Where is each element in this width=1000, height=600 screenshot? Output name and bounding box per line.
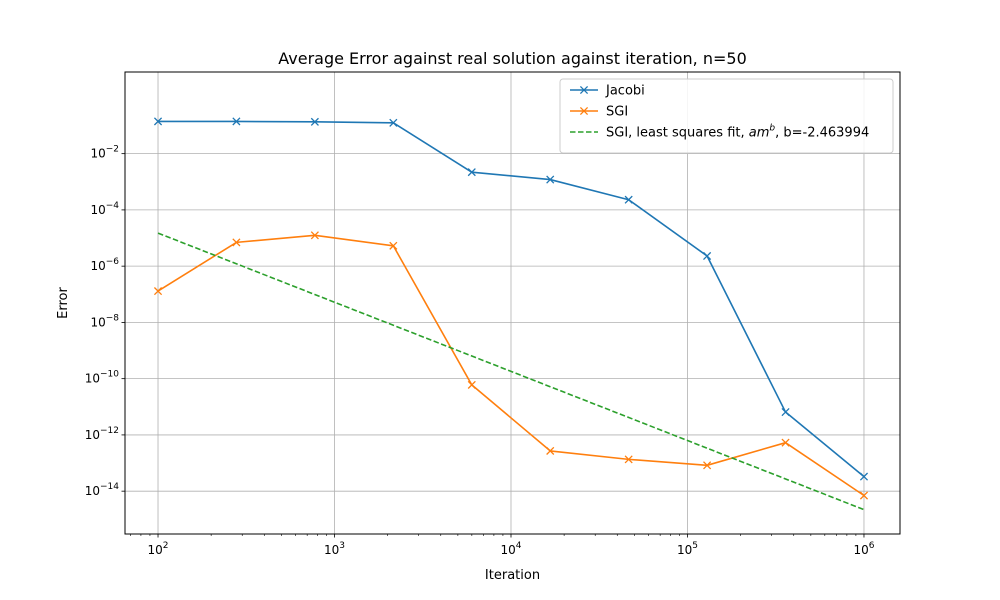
y-tick-label: 10−4	[90, 201, 119, 217]
data-point-marker	[781, 438, 790, 447]
data-point-marker	[153, 117, 163, 126]
data-point-marker	[624, 455, 633, 464]
series-line-2	[157, 232, 865, 511]
x-tick-label-exponent: 3	[339, 541, 345, 551]
x-tick-label: 102	[148, 541, 169, 557]
y-tick-label-base: 10	[90, 203, 105, 217]
data-point-marker	[781, 407, 790, 417]
data-point-marker	[859, 472, 869, 481]
data-point-marker	[232, 117, 241, 126]
x-tick-label: 106	[853, 541, 874, 557]
data-point-marker	[153, 287, 163, 296]
y-tick-label-base: 10	[85, 428, 100, 442]
x-tick-label: 103	[324, 541, 345, 557]
y-tick-label-exponent: −10	[100, 370, 119, 380]
legend-entries: Jacobi SGI SGI, least squares fit, amb, b=…	[570, 84, 869, 141]
legend-label-am: am	[749, 126, 770, 141]
x-tick-label: 105	[677, 541, 698, 557]
data-point-marker	[467, 168, 476, 177]
legend-label: SGI, least squares fit, amb, b=-2.463994	[606, 124, 869, 141]
series-line-0	[158, 120, 865, 478]
tick-layer: 102 103 104 105 10610−1410−1210−1010−810−610…	[85, 145, 875, 557]
data-point-marker	[703, 461, 712, 470]
x-tick-label: 104	[500, 541, 521, 557]
series-line-1	[157, 234, 865, 497]
y-tick-label-base: 10	[90, 259, 105, 273]
data-point-marker	[389, 118, 398, 127]
y-tick-label-base: 10	[85, 484, 100, 498]
y-tick-label: 10−10	[85, 370, 120, 386]
x-tick-label-base: 10	[853, 543, 868, 557]
data-point-marker	[859, 491, 869, 500]
y-tick-label-exponent: −14	[100, 482, 119, 492]
grid-layer	[125, 72, 900, 534]
y-tick-label-exponent: −8	[106, 313, 120, 323]
data-point-marker	[232, 238, 241, 247]
y-tick-label: 10−6	[90, 257, 119, 273]
data-point-marker	[546, 446, 555, 455]
data-point-marker	[389, 241, 398, 250]
x-tick-label-base: 10	[677, 543, 692, 557]
series-layer	[153, 117, 869, 511]
legend-label-suffix: , b=-2.463994	[775, 126, 869, 141]
y-tick-label-base: 10	[90, 147, 105, 161]
y-tick-label-exponent: −4	[106, 201, 120, 211]
data-point-marker	[703, 251, 712, 261]
y-tick-label-base: 10	[85, 372, 100, 386]
y-tick-label-exponent: −2	[106, 145, 119, 155]
x-tick-label-exponent: 2	[163, 541, 169, 551]
data-point-marker	[310, 231, 319, 240]
x-axis-label: Iteration	[485, 568, 540, 583]
x-tick-label-base: 10	[324, 543, 339, 557]
legend-label: Jacobi	[605, 84, 645, 99]
x-tick-label-base: 10	[148, 543, 163, 557]
legend-swatch-marker	[579, 106, 589, 116]
data-point-marker	[310, 117, 319, 126]
y-tick-label: 10−2	[90, 145, 119, 161]
x-tick-label-exponent: 5	[692, 541, 698, 551]
legend: Jacobi SGI SGI, least squares fit, amb, b=…	[559, 78, 894, 154]
legend-frame	[559, 78, 894, 154]
legend-label-exponent: b	[769, 124, 775, 134]
legend-swatch-marker	[579, 85, 589, 95]
plot-frame	[124, 71, 901, 535]
x-tick-label-exponent: 6	[869, 541, 875, 551]
data-point-marker	[546, 175, 555, 184]
chart-title: Average Error against real solution agai…	[278, 49, 747, 68]
x-tick-label-exponent: 4	[516, 541, 522, 551]
legend-label-prefix: SGI, least squares fit,	[606, 126, 749, 141]
y-tick-label-exponent: −12	[100, 426, 119, 436]
legend-label: SGI	[606, 105, 628, 120]
y-tick-label-base: 10	[90, 315, 105, 329]
y-tick-label: 10−14	[85, 482, 120, 498]
y-tick-label-exponent: −6	[106, 257, 120, 267]
y-tick-label: 10−12	[85, 426, 119, 442]
data-point-marker	[467, 380, 476, 389]
y-tick-label: 10−8	[90, 313, 119, 329]
x-tick-label-base: 10	[500, 543, 515, 557]
y-axis-label: Error	[56, 287, 71, 319]
data-point-marker	[624, 195, 633, 204]
